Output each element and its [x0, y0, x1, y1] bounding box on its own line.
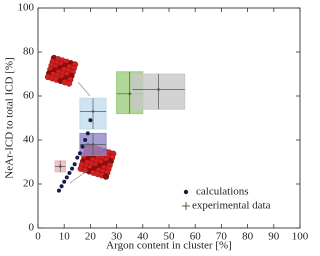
calculation-point — [70, 166, 75, 171]
cluster-image — [44, 54, 79, 87]
x-tick-label: 0 — [35, 231, 41, 243]
x-tick-label: 50 — [164, 231, 176, 243]
x-tick-label: 70 — [216, 231, 228, 243]
calculation-point — [85, 131, 90, 136]
legend-label: calculations — [196, 186, 249, 198]
experimental-point — [157, 88, 160, 91]
calculation-point — [56, 188, 61, 193]
y-tick-label: 80 — [23, 46, 35, 58]
x-tick-label: 30 — [111, 231, 123, 243]
x-tick-label: 60 — [190, 231, 202, 243]
y-axis-label: NeAr-ICD to total ICD [%] — [4, 57, 16, 178]
x-tick-label: 90 — [268, 231, 280, 243]
pointer — [77, 81, 91, 97]
x-tick-label: 40 — [137, 231, 149, 243]
y-tick-label: 60 — [23, 90, 35, 102]
x-tick-label: 100 — [292, 231, 309, 243]
calculation-point — [75, 155, 80, 160]
calculation-point — [77, 151, 82, 156]
y-tick-label: 20 — [23, 178, 35, 190]
calculation-point — [64, 175, 69, 180]
calculation-point — [59, 184, 64, 189]
y-tick-label: 0 — [29, 222, 35, 234]
calculation-point — [67, 171, 72, 175]
x-axis-label: Argon content in cluster [%] — [106, 240, 232, 252]
experimental-point — [128, 92, 131, 96]
experimental-point — [91, 110, 95, 113]
calculation-point — [72, 162, 77, 167]
calculation-point — [62, 179, 67, 184]
plot-frame — [37, 7, 301, 229]
experimental-point — [91, 143, 95, 146]
legend-label: experimental data — [192, 200, 271, 212]
x-tick-label: 20 — [85, 231, 97, 243]
calculation-point — [83, 138, 88, 142]
legend-marker — [183, 189, 189, 195]
x-tick-label: 80 — [242, 231, 254, 243]
calculation-point — [80, 144, 85, 149]
atom — [65, 80, 73, 87]
atom — [102, 173, 110, 180]
pointer — [69, 169, 89, 184]
x-tick-label: 10 — [59, 231, 71, 243]
experimental-point — [58, 165, 62, 168]
y-tick-label: 40 — [23, 134, 35, 146]
calculation-point — [88, 118, 93, 123]
y-tick-label: 100 — [18, 2, 35, 14]
